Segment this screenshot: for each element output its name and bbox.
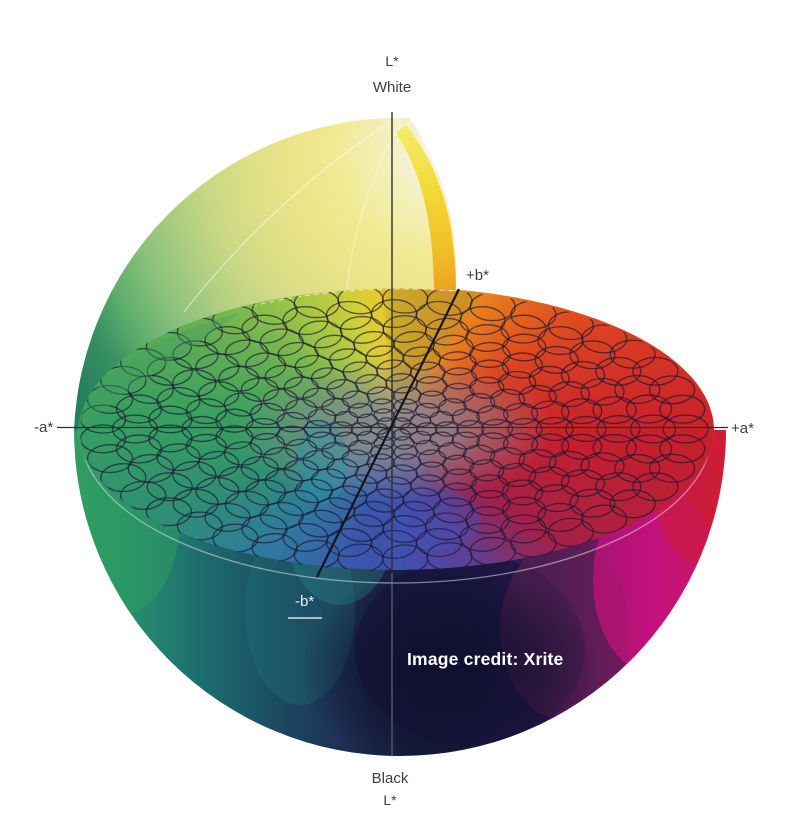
dome-edge-highlight [251,288,453,307]
dome-meridian-1 [183,115,401,313]
white-pole-label: White [372,79,412,96]
color-sample-rings-pattern [80,289,709,571]
upper-hemisphere-surface [74,117,457,430]
b-axis-line [316,288,460,578]
l-axis-top-label: L* [385,53,399,69]
equator-seam [79,431,713,584]
minus-b-tick-line [288,617,322,619]
plus-a-label: +a* [731,420,754,437]
plus-b-label: +b* [466,267,489,284]
minus-a-label: -a* [34,419,54,436]
l-axis-bottom-label: L* [383,792,397,808]
yellow-cut-strip [396,125,456,290]
black-pole-label: Black [371,770,409,787]
dome-meridian-2 [346,116,405,291]
image-credit-text: Image credit: Xrite [407,649,564,669]
dome-overlap-wash [80,313,240,429]
minus-b-label: -b* [295,593,315,610]
